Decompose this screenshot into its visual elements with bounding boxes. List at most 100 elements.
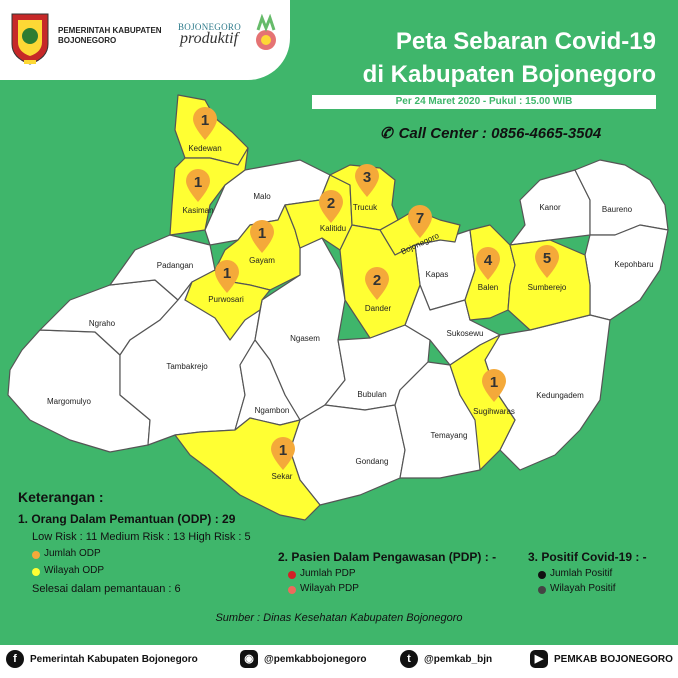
brand-top-text: BOJONEGORO [178,22,242,32]
region-label-sukosewu: Sukosewu [447,329,484,338]
odp-count-dot-icon [32,551,40,559]
map-pin-icon [193,107,217,140]
odp-marker-bojonegoro[interactable]: 7 [408,205,432,238]
map-pin-icon [215,260,239,293]
odp-count-purwosari: 1 [223,265,231,282]
title-line-2: di Kabupaten Bojonegoro [362,61,656,88]
region-label-ngasem: Ngasem [290,334,320,343]
odp-marker-trucuk[interactable]: 3 [355,164,379,197]
map-pin-icon [186,169,210,202]
title-line-1: Peta Sebaran Covid-19 [395,28,656,55]
region-label-kanor: Kanor [539,203,561,212]
brand-logo-icon [256,14,276,50]
map-pin-icon [250,220,274,253]
region-label-gayam: Gayam [249,256,275,265]
odp-count-sekar: 1 [279,442,287,459]
pdp-region-dot-icon [288,586,296,594]
odp-count-kalitidu: 2 [327,195,335,212]
region-label-malo: Malo [253,192,271,201]
region-label-kepohbaru: Kepohbaru [614,260,653,269]
facebook-link[interactable]: Pemerintah Kabupaten Bojonegoro [30,654,198,665]
instagram-link[interactable]: @pemkabbojonegoro [264,654,367,665]
region-label-balen: Balen [478,283,498,292]
odp-heading: 1. Orang Dalam Pemantuan (ODP) : 29 [18,512,236,526]
region-sukosewu[interactable] [404,284,501,366]
odp-marker-kasiman[interactable]: 1 [186,169,210,202]
government-seal-logo [11,13,49,65]
region-sugihwaras[interactable] [449,334,516,471]
positive-count-dot-icon [538,571,546,579]
youtube-link[interactable]: PEMKAB BOJONEGORO [554,654,673,665]
region-sumberejo[interactable] [507,239,591,331]
government-name-line2: BOJONEGORO [58,36,117,45]
region-purwosari[interactable] [184,269,271,341]
region-label-sumberejo: Sumberejo [528,283,567,292]
region-label-kasiman: Kasiman [182,206,213,215]
source-note: Sumber : Dinas Kesehatan Kabupaten Bojon… [215,612,463,624]
map-pin-icon [535,245,559,278]
region-label-dander: Dander [365,304,392,313]
map-pin-icon [271,437,295,470]
odp-count-kedewan: 1 [201,112,209,129]
odp-marker-kalitidu[interactable]: 2 [319,190,343,223]
region-kasiman[interactable] [169,147,249,236]
odp-marker-sumberejo[interactable]: 5 [535,245,559,278]
odp-count-sugihwaras: 1 [490,374,498,391]
region-label-trucuk: Trucuk [353,203,378,212]
youtube-icon[interactable]: ▶ [530,650,548,668]
facebook-icon[interactable]: f [6,650,24,668]
phone-icon: ✆ [380,125,393,142]
odp-marker-purwosari[interactable]: 1 [215,260,239,293]
odp-marker-gayam[interactable]: 1 [250,220,274,253]
government-name-line1: PEMERINTAH KABUPATEN [58,26,162,35]
footer-bar [0,645,678,678]
odp-risk-breakdown: Low Risk : 11 Medium Risk : 13 High Risk… [32,531,251,543]
positive-heading: 3. Positif Covid-19 : - [528,550,647,564]
pdp-count-label: Jumlah PDP [300,568,356,579]
region-label-kedungadem: Kedungadem [536,391,584,400]
positive-region-label: Wilayah Positif [550,583,616,594]
odp-count-balen: 4 [484,252,493,269]
odp-count-kasiman: 1 [194,174,202,191]
pdp-count-dot-icon [288,571,296,579]
twitter-link[interactable]: @pemkab_bjn [424,654,493,665]
region-kepohbaru[interactable] [584,224,669,321]
map-pin-icon [408,205,432,238]
region-label-sekar: Sekar [272,472,293,481]
pdp-heading: 2. Pasien Dalam Pengawasan (PDP) : - [278,550,497,564]
instagram-icon[interactable]: ◉ [240,650,258,668]
odp-region-label: Wilayah ODP [44,565,105,576]
odp-marker-sugihwaras[interactable]: 1 [482,369,506,402]
twitter-icon[interactable]: t [400,650,418,668]
positive-region-dot-icon [538,586,546,594]
odp-marker-dander[interactable]: 2 [365,267,389,300]
region-label-gondang: Gondang [356,457,389,466]
region-label-ngraho: Ngraho [89,319,116,328]
odp-count-bojonegoro: 7 [416,210,424,227]
region-label-ngambon: Ngambon [255,406,290,415]
odp-count-sumberejo: 5 [543,250,551,267]
region-label-baureno: Baureno [602,205,633,214]
region-label-kapas: Kapas [426,270,449,279]
map-pin-icon [355,164,379,197]
odp-count-trucuk: 3 [363,169,371,186]
map-pin-icon [476,247,500,280]
region-label-margomulyo: Margomulyo [47,397,92,406]
region-label-kalitidu: Kalitidu [320,224,346,233]
odp-count-dander: 2 [373,272,381,289]
region-label-temayang: Temayang [431,431,468,440]
map-pin-icon [365,267,389,300]
odp-count-label: Jumlah ODP [44,548,101,559]
odp-completed: Selesai dalam pemantauan : 6 [32,583,181,595]
region-label-kedewan: Kedewan [188,144,221,153]
map-pin-icon [482,369,506,402]
call-center-text: Call Center : 0856-4665-3504 [398,125,602,142]
region-label-padangan: Padangan [157,261,193,270]
odp-marker-sekar[interactable]: 1 [271,437,295,470]
odp-marker-balen[interactable]: 4 [476,247,500,280]
brand-main-text: produktif [180,30,239,47]
odp-marker-kedewan[interactable]: 1 [193,107,217,140]
legend-title: Keterangan : [18,489,104,505]
date-bar: Per 24 Maret 2020 - Pukul : 15.00 WIB [312,95,656,109]
